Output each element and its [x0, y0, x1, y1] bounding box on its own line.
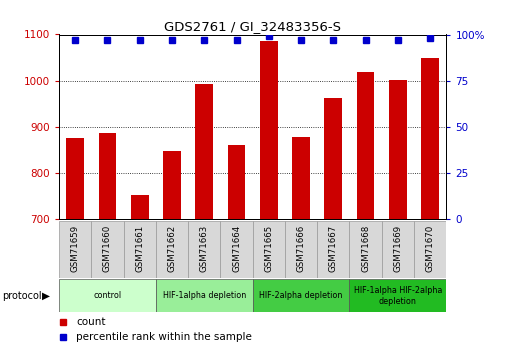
Text: count: count — [76, 317, 106, 327]
Bar — [324, 98, 342, 219]
Text: GSM71670: GSM71670 — [426, 225, 435, 272]
Bar — [98, 133, 116, 219]
Text: GSM71660: GSM71660 — [103, 225, 112, 272]
Bar — [156, 279, 252, 312]
Text: ▶: ▶ — [42, 291, 50, 301]
Bar — [292, 137, 310, 219]
Text: HIF-1alpha HIF-2alpha
depletion: HIF-1alpha HIF-2alpha depletion — [353, 286, 442, 306]
Bar — [91, 221, 124, 278]
Text: HIF-1alpha depletion: HIF-1alpha depletion — [163, 291, 246, 300]
Bar — [156, 221, 188, 278]
Bar — [131, 195, 149, 219]
Text: GSM71659: GSM71659 — [71, 225, 80, 272]
Bar — [349, 221, 382, 278]
Bar — [188, 221, 221, 278]
Text: GSM71668: GSM71668 — [361, 225, 370, 272]
Text: GSM71669: GSM71669 — [393, 225, 402, 272]
Bar — [349, 279, 446, 312]
Text: GSM71663: GSM71663 — [200, 225, 209, 272]
Bar — [221, 221, 252, 278]
Bar — [421, 58, 439, 219]
Text: GSM71662: GSM71662 — [167, 225, 176, 272]
Text: GSM71665: GSM71665 — [264, 225, 273, 272]
Bar — [317, 221, 349, 278]
Bar — [228, 145, 245, 219]
Bar — [59, 221, 91, 278]
Text: HIF-2alpha depletion: HIF-2alpha depletion — [260, 291, 343, 300]
Bar — [260, 41, 278, 219]
Bar — [66, 138, 84, 219]
Text: GSM71664: GSM71664 — [232, 225, 241, 272]
Text: GSM71666: GSM71666 — [297, 225, 306, 272]
Bar — [252, 279, 349, 312]
Bar — [59, 279, 156, 312]
Text: GSM71661: GSM71661 — [135, 225, 144, 272]
Bar — [285, 221, 317, 278]
Title: GDS2761 / GI_32483356-S: GDS2761 / GI_32483356-S — [164, 20, 341, 33]
Bar — [357, 72, 374, 219]
Bar — [124, 221, 156, 278]
Text: GSM71667: GSM71667 — [329, 225, 338, 272]
Bar — [163, 151, 181, 219]
Bar — [414, 221, 446, 278]
Text: percentile rank within the sample: percentile rank within the sample — [76, 332, 252, 342]
Bar — [389, 80, 407, 219]
Text: protocol: protocol — [3, 291, 42, 301]
Bar — [252, 221, 285, 278]
Bar — [195, 84, 213, 219]
Bar — [382, 221, 414, 278]
Text: control: control — [93, 291, 122, 300]
